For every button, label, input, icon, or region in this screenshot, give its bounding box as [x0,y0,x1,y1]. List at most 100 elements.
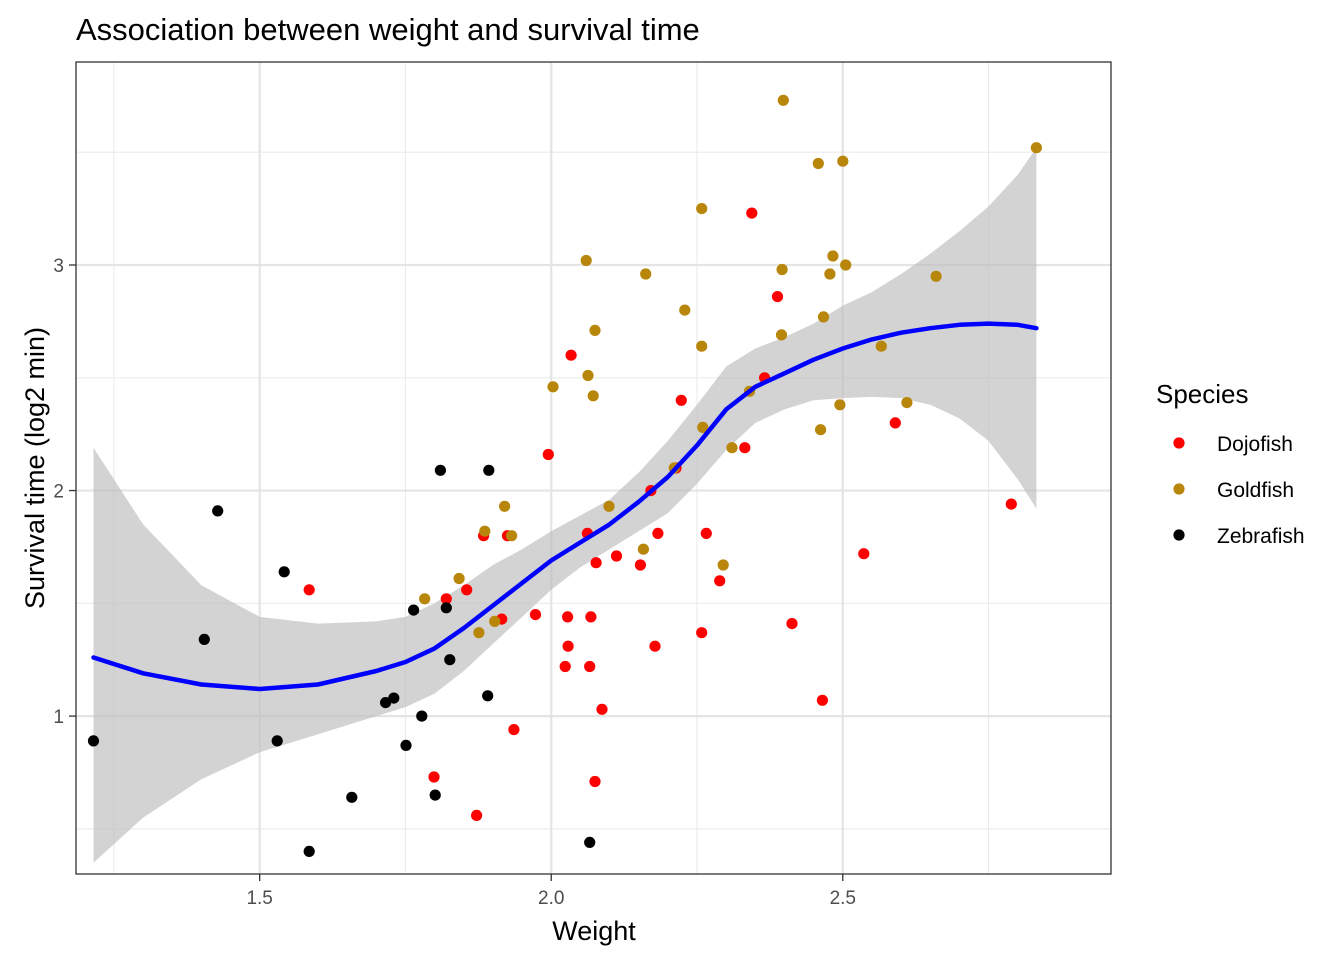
point-dojofish [428,771,440,783]
point-dojofish [440,593,452,605]
point-dojofish [584,660,596,673]
point-dojofish [559,660,571,673]
point-dojofish [746,207,758,219]
point-dojofish [590,557,602,569]
point-dojofish [596,703,608,715]
point-goldfish [547,381,559,393]
point-dojofish [1005,498,1017,510]
point-zebrafish [444,654,456,666]
point-goldfish [697,421,709,433]
point-dojofish [714,575,726,587]
legend-label-dojofish: Dojofish [1217,433,1293,456]
point-dojofish [634,559,647,571]
x-tick-label: 1.5 [246,888,272,909]
point-goldfish [824,268,836,280]
point-goldfish [901,397,913,409]
x-axis: 1.5 2.0 2.5 [246,874,856,909]
point-dojofish [786,618,798,630]
point-dojofish [649,640,661,652]
point-goldfish [837,155,849,167]
point-zebrafish [440,602,452,614]
point-goldfish [479,525,491,537]
y-tick-label: 3 [53,256,64,277]
point-goldfish [717,559,729,571]
point-goldfish [875,340,887,352]
point-zebrafish [429,789,441,801]
point-zebrafish [278,566,290,578]
point-zebrafish [271,735,283,747]
legend-key-zebrafish [1173,529,1185,541]
point-zebrafish [87,735,100,747]
point-goldfish [834,399,846,411]
y-tick-label: 2 [53,482,64,503]
point-dojofish [461,584,473,596]
point-goldfish [453,572,465,585]
point-goldfish [582,369,594,382]
point-zebrafish [198,633,210,646]
point-zebrafish [303,845,315,858]
point-dojofish [816,694,829,706]
point-goldfish [817,311,830,323]
point-dojofish [675,394,687,406]
y-tick-label: 1 [53,707,64,728]
smooth-line [91,321,1039,692]
point-dojofish [529,609,542,621]
y-axis: 1 2 3 [53,256,76,728]
legend-key-dojofish [1173,437,1185,449]
point-dojofish [771,291,784,303]
point-zebrafish [482,690,494,702]
point-goldfish [776,263,788,276]
point-zebrafish [483,464,495,476]
point-goldfish [840,259,852,271]
point-zebrafish [212,505,224,517]
point-goldfish [640,268,652,280]
x-tick-label: 2.0 [538,888,564,909]
legend-label-zebrafish: Zebrafish [1217,525,1305,548]
point-dojofish [562,611,574,623]
point-zebrafish [584,836,596,849]
y-axis-title: Survival time (log2 min) [20,327,50,609]
point-dojofish [542,448,554,461]
point-zebrafish [416,710,428,722]
point-goldfish [580,254,592,267]
legend: Species Dojofish Goldfish Zebrafish [1156,379,1305,548]
point-dojofish [303,584,315,596]
point-goldfish [812,157,824,170]
point-zebrafish [434,464,446,476]
point-dojofish [508,724,520,736]
legend-title: Species [1156,379,1249,409]
point-zebrafish [380,697,392,709]
point-goldfish [930,270,942,282]
point-goldfish [489,615,501,628]
point-goldfish [499,500,511,512]
point-zebrafish [388,692,400,704]
x-tick-label: 2.5 [830,888,856,909]
point-dojofish [471,809,483,822]
point-dojofish [589,775,601,788]
point-goldfish [603,500,615,512]
point-goldfish [589,324,601,336]
point-dojofish [565,349,577,361]
point-goldfish [726,442,738,454]
point-zebrafish [346,791,358,803]
point-dojofish [700,527,712,540]
point-dojofish [585,611,597,623]
point-goldfish [587,390,599,402]
point-goldfish [815,424,827,436]
point-goldfish [827,250,839,262]
legend-label-goldfish: Goldfish [1217,479,1294,502]
point-goldfish [419,593,431,605]
point-dojofish [652,527,664,540]
point-goldfish [775,329,788,341]
x-axis-title: Weight [552,916,636,946]
chart-title: Association between weight and survival … [76,12,700,47]
point-goldfish [679,304,691,316]
point-dojofish [696,627,708,639]
point-dojofish [858,548,870,560]
point-dojofish [739,442,751,454]
point-goldfish [637,543,650,555]
point-goldfish [473,627,485,639]
point-goldfish [696,340,708,352]
point-dojofish [610,550,623,562]
